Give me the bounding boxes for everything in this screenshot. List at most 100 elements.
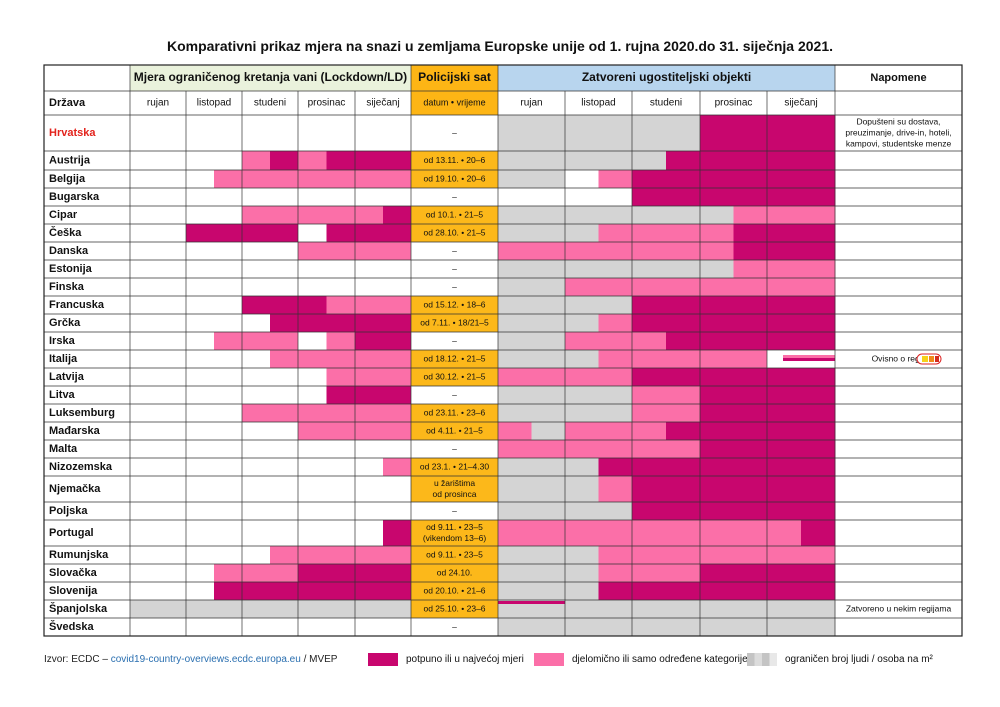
country-label: Poljska xyxy=(49,505,88,517)
lockdown-cell xyxy=(355,520,384,546)
lockdown-cell xyxy=(186,278,215,296)
hospitality-cell xyxy=(632,502,667,520)
lockdown-cell xyxy=(298,242,327,260)
lockdown-cell xyxy=(242,520,271,546)
lockdown-cell xyxy=(355,564,384,582)
hospitality-cell xyxy=(666,188,701,206)
hospitality-cell xyxy=(632,582,667,600)
header-hospitality: Zatvoreni ugostiteljski objekti xyxy=(582,70,751,84)
hospitality-cell xyxy=(700,332,734,350)
curfew-text: od 23.11. • 23–6 xyxy=(424,407,486,417)
hospitality-cell xyxy=(565,618,599,636)
hospitality-cell xyxy=(666,242,701,260)
lockdown-cell xyxy=(186,224,215,242)
hospitality-cell xyxy=(666,422,701,440)
hospitality-cell xyxy=(666,115,701,151)
hospitality-cell xyxy=(666,296,701,314)
lockdown-cell xyxy=(158,350,187,368)
hospitality-cell xyxy=(565,546,599,564)
source-link[interactable]: covid19-country-overviews.ecdc.europa.eu xyxy=(110,654,301,665)
lockdown-cell xyxy=(186,115,215,151)
lockdown-cell xyxy=(186,600,215,618)
hospitality-cell xyxy=(801,386,836,404)
hospitality-cell xyxy=(733,618,768,636)
lockdown-cell xyxy=(383,296,412,314)
hospitality-cell xyxy=(801,404,836,422)
lockdown-cell xyxy=(158,115,187,151)
lockdown-cell xyxy=(214,422,243,440)
lockdown-cell xyxy=(130,350,159,368)
lockdown-cell xyxy=(186,386,215,404)
hospitality-cell xyxy=(801,170,836,188)
note-text: Zatvoreno u nekim regijama xyxy=(846,603,952,613)
lockdown-cell xyxy=(242,151,271,170)
lockdown-cell xyxy=(298,404,327,422)
hospitality-cell xyxy=(632,476,667,502)
lockdown-cell xyxy=(298,476,327,502)
lockdown-cell xyxy=(355,422,384,440)
hospitality-cell xyxy=(498,350,532,368)
lockdown-cell xyxy=(326,404,356,422)
lockdown-cell xyxy=(130,600,159,618)
hospitality-cell xyxy=(666,314,701,332)
hospitality-cell xyxy=(666,520,701,546)
lockdown-cell xyxy=(214,476,243,502)
hospitality-cell xyxy=(767,546,802,564)
hospitality-cell xyxy=(498,188,532,206)
curfew-cell xyxy=(411,368,498,386)
header-country: Država xyxy=(49,97,86,109)
lockdown-cell xyxy=(130,368,159,386)
lockdown-cell xyxy=(130,404,159,422)
lockdown-cell xyxy=(383,422,412,440)
lockdown-cell xyxy=(158,476,187,502)
lockdown-cell xyxy=(242,278,271,296)
lockdown-cell xyxy=(383,502,412,520)
curfew-text: od 18.12. • 21–5 xyxy=(423,353,485,363)
hospitality-cell xyxy=(598,422,633,440)
hospitality-cell xyxy=(733,296,768,314)
hospitality-cell xyxy=(565,440,599,458)
hospitality-cell xyxy=(598,170,633,188)
lockdown-cell xyxy=(214,242,243,260)
lockdown-cell xyxy=(242,350,271,368)
hospitality-cell xyxy=(767,440,802,458)
lockdown-cell xyxy=(383,115,412,151)
lockdown-cell xyxy=(158,260,187,278)
hospitality-cell xyxy=(565,224,599,242)
lockdown-cell xyxy=(214,582,243,600)
hospitality-cell xyxy=(767,188,802,206)
curfew-text: – xyxy=(452,281,457,291)
country-label-highlight: Hrvatska xyxy=(49,127,96,139)
hospitality-cell xyxy=(598,242,633,260)
curfew-cell xyxy=(411,618,498,636)
hospitality-cell xyxy=(767,260,802,278)
hospitality-cell xyxy=(700,151,734,170)
lockdown-cell xyxy=(298,440,327,458)
hospitality-cell xyxy=(598,386,633,404)
hospitality-cell xyxy=(565,332,599,350)
lockdown-cell xyxy=(298,314,327,332)
lockdown-cell xyxy=(158,600,187,618)
hospitality-cell xyxy=(801,476,836,502)
header-hospitality-month: listopad xyxy=(581,98,615,109)
hospitality-cell xyxy=(598,115,633,151)
hospitality-cell xyxy=(531,188,566,206)
lockdown-cell xyxy=(214,350,243,368)
lockdown-cell xyxy=(242,422,271,440)
country-label: Grčka xyxy=(49,317,81,329)
country-label: Bugarska xyxy=(49,191,100,203)
hospitality-cell xyxy=(666,564,701,582)
curfew-cell xyxy=(411,314,498,332)
hospitality-cell xyxy=(632,242,667,260)
lockdown-cell xyxy=(242,314,271,332)
country-label: Rumunjska xyxy=(49,549,109,561)
header-lockdown-month: prosinac xyxy=(308,98,346,109)
country-label: Austrija xyxy=(49,154,91,166)
hospitality-cell xyxy=(598,618,633,636)
header-lockdown-month: rujan xyxy=(147,98,169,109)
curfew-cell xyxy=(411,332,498,350)
curfew-text: – xyxy=(452,127,457,137)
hospitality-cell xyxy=(733,564,768,582)
hospitality-cell xyxy=(531,224,566,242)
lockdown-cell xyxy=(355,404,384,422)
